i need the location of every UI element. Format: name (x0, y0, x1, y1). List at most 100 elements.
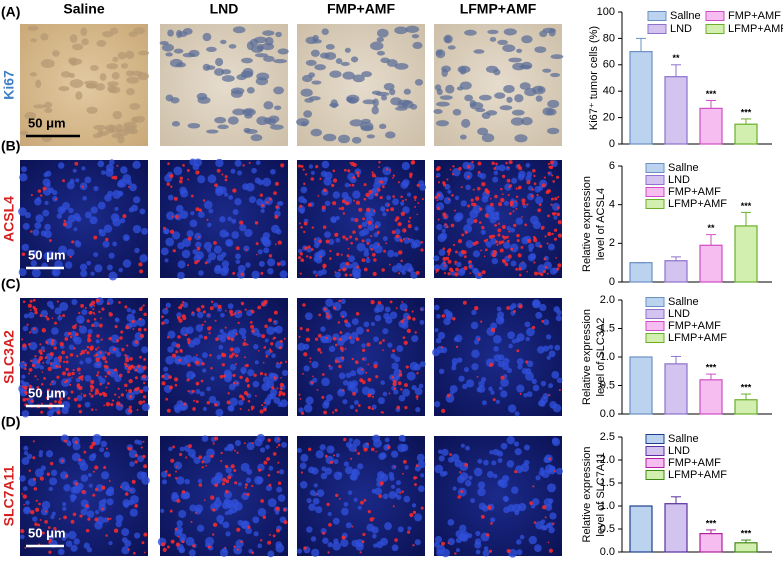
nucleus (327, 541, 333, 548)
signal (20, 529, 25, 534)
signal (341, 356, 345, 360)
nucleus (470, 498, 476, 504)
signal (477, 161, 482, 166)
signal (338, 299, 341, 303)
nucleus (464, 29, 477, 36)
signal (21, 252, 26, 256)
nucleus (215, 497, 221, 502)
nucleus (23, 506, 30, 513)
signal (229, 347, 234, 352)
nucleus (372, 533, 377, 539)
signal (245, 248, 248, 251)
nucleus (380, 57, 390, 64)
signal (234, 481, 238, 485)
signal (521, 216, 523, 218)
signal (76, 384, 81, 388)
nucleus (346, 96, 353, 103)
nucleus (132, 224, 142, 234)
nucleus (325, 298, 334, 307)
signal (40, 402, 43, 405)
nucleus (548, 526, 555, 534)
y-tick-label: 6 (609, 160, 615, 172)
signal (244, 483, 249, 487)
signal (47, 526, 51, 530)
nucleus (510, 117, 525, 126)
signal (556, 206, 560, 210)
signal (243, 442, 246, 445)
signal (533, 271, 539, 276)
signal (299, 398, 302, 400)
signal (515, 195, 519, 199)
nucleus (80, 508, 88, 516)
signal (368, 189, 373, 194)
nucleus (173, 166, 183, 176)
nucleus (362, 99, 376, 105)
signal (557, 219, 563, 225)
signal (175, 214, 179, 219)
signal (30, 509, 35, 515)
nucleus (231, 218, 237, 224)
nucleus (356, 242, 366, 252)
nucleus (225, 466, 232, 474)
signal (343, 168, 347, 172)
nucleus (435, 101, 450, 107)
nucleus (85, 357, 92, 364)
nucleus (302, 198, 308, 204)
nucleus (451, 365, 457, 371)
nucleus (133, 115, 146, 123)
nucleus (305, 396, 314, 405)
signal (382, 349, 384, 352)
signal (366, 342, 371, 347)
nucleus (305, 36, 318, 45)
signal (161, 381, 166, 386)
signal (475, 196, 480, 201)
nucleus (281, 441, 288, 448)
signal (344, 348, 347, 351)
nucleus (414, 226, 419, 231)
nucleus (416, 453, 425, 462)
nucleus (447, 189, 452, 194)
signal (35, 499, 38, 502)
signal (355, 337, 360, 342)
signal (437, 181, 441, 184)
signal (249, 320, 253, 324)
signal (166, 545, 170, 549)
signal (93, 318, 97, 321)
nucleus (234, 253, 241, 260)
signal (343, 437, 347, 442)
bar (734, 399, 758, 415)
signal (101, 391, 106, 396)
nucleus (526, 360, 534, 368)
signal (138, 262, 143, 267)
signal (444, 215, 448, 219)
nucleus (485, 65, 499, 74)
signal (214, 436, 219, 441)
signal (103, 404, 106, 407)
nucleus (28, 341, 38, 351)
nucleus (31, 250, 38, 256)
signal (182, 164, 185, 167)
nucleus (34, 468, 44, 478)
nucleus (246, 469, 253, 475)
y-tick-label: 0 (609, 276, 615, 288)
nucleus (340, 61, 350, 66)
y-tick-label: 1.5 (600, 477, 615, 489)
signal (61, 459, 64, 463)
nucleus (521, 236, 530, 245)
signal (372, 271, 377, 277)
nucleus (473, 339, 480, 345)
nucleus (326, 445, 335, 454)
nucleus (21, 243, 29, 252)
nucleus (179, 446, 185, 452)
nucleus (245, 262, 251, 268)
signal (344, 319, 348, 324)
nucleus (81, 309, 88, 316)
signal (104, 365, 109, 369)
nucleus (441, 68, 448, 78)
nucleus (63, 484, 71, 492)
nucleus (350, 370, 357, 377)
signal (33, 307, 38, 312)
nucleus (94, 264, 103, 273)
nucleus (252, 516, 260, 524)
signal (116, 401, 121, 406)
